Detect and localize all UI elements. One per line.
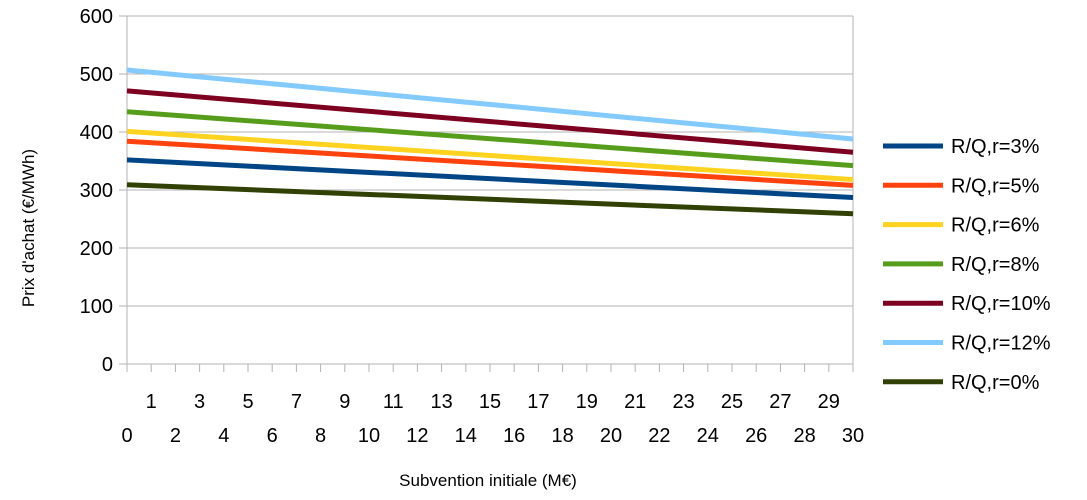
x-tick-label: 26 bbox=[745, 425, 767, 447]
series-line-5 bbox=[126, 67, 854, 142]
y-tick-label: 400 bbox=[80, 122, 113, 144]
x-tick-label: 6 bbox=[267, 425, 278, 447]
x-tick-label: 3 bbox=[194, 391, 205, 413]
x-tick-label: 27 bbox=[769, 391, 791, 413]
legend-label: R/Q,r=12% bbox=[951, 333, 1051, 355]
x-tick-label: 19 bbox=[576, 391, 598, 413]
legend: R/Q,r=3% R/Q,r=5% R/Q,r=6% R/Q,r=8% R/Q,r=10… bbox=[883, 136, 1051, 394]
x-tick-label: 25 bbox=[721, 391, 743, 413]
x-tick-label: 4 bbox=[218, 425, 229, 447]
series-line-3 bbox=[126, 109, 854, 169]
x-tick-label: 7 bbox=[291, 391, 302, 413]
x-tick-label: 9 bbox=[339, 391, 350, 413]
legend-label: R/Q,r=6% bbox=[951, 215, 1040, 237]
x-tick-label: 10 bbox=[358, 425, 380, 447]
x-tick-label: 23 bbox=[672, 391, 694, 413]
series-line-2 bbox=[126, 128, 854, 183]
y-axis-title: Prix d'achat (€/MWh) bbox=[19, 149, 38, 307]
x-axis-title: Subvention initiale (M€) bbox=[399, 471, 577, 490]
x-tick-label: 5 bbox=[242, 391, 253, 413]
y-tick-label: 200 bbox=[80, 238, 113, 260]
x-tick-label: 13 bbox=[430, 391, 452, 413]
axes bbox=[119, 15, 854, 372]
x-tick-label: 24 bbox=[697, 425, 719, 447]
x-tick-label: 11 bbox=[383, 391, 404, 413]
x-tick-label: 0 bbox=[121, 425, 132, 447]
legend-label: R/Q,r=5% bbox=[951, 175, 1040, 197]
series-line-1 bbox=[126, 138, 854, 188]
y-tick-label: 300 bbox=[80, 180, 113, 202]
series-line-6 bbox=[126, 182, 854, 217]
x-tick-label: 17 bbox=[527, 391, 549, 413]
series-line-0 bbox=[126, 157, 854, 201]
x-tick-label: 1 bbox=[146, 391, 157, 413]
x-tick-label: 8 bbox=[315, 425, 326, 447]
x-tick-label: 21 bbox=[624, 391, 646, 413]
x-tick-label: 20 bbox=[600, 425, 622, 447]
y-tick-label: 500 bbox=[80, 64, 113, 86]
legend-label: R/Q,r=10% bbox=[951, 293, 1051, 315]
series-line-4 bbox=[126, 88, 854, 155]
legend-label: R/Q,r=3% bbox=[951, 136, 1040, 158]
x-tick-label: 2 bbox=[170, 425, 181, 447]
x-tick-label: 28 bbox=[793, 425, 815, 447]
x-tick-label: 12 bbox=[406, 425, 428, 447]
series-lines bbox=[126, 67, 854, 217]
legend-label: R/Q,r=8% bbox=[951, 254, 1040, 276]
y-tick-label: 100 bbox=[80, 296, 113, 318]
x-tick-label: 16 bbox=[503, 425, 525, 447]
x-tick-label: 30 bbox=[842, 425, 864, 447]
x-tick-label: 29 bbox=[818, 391, 840, 413]
x-tick-label: 18 bbox=[551, 425, 573, 447]
y-tick-label: 600 bbox=[80, 6, 113, 28]
x-tick-label: 22 bbox=[648, 425, 670, 447]
x-tick-label: 14 bbox=[455, 425, 477, 447]
y-tick-label: 0 bbox=[102, 354, 113, 376]
legend-label: R/Q,r=0% bbox=[951, 372, 1040, 394]
x-tick-label: 15 bbox=[479, 391, 501, 413]
